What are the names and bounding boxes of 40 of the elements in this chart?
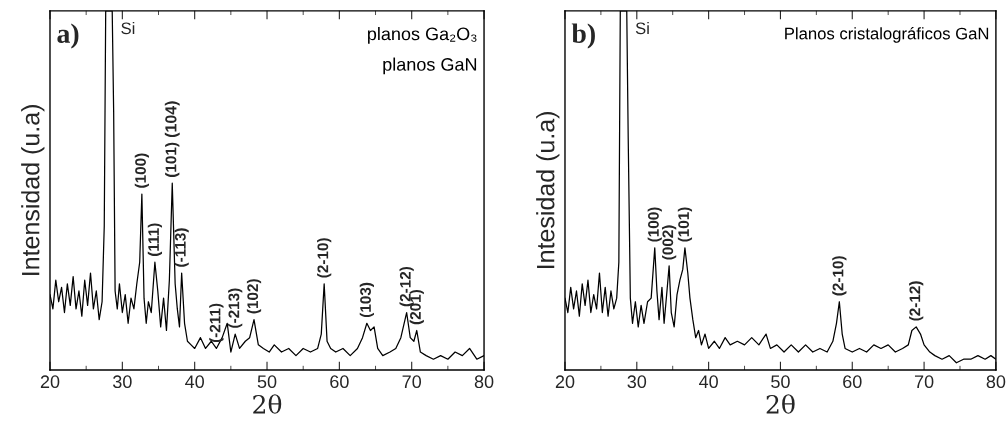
- x-tick-label: 50: [771, 375, 790, 389]
- y-axis-title: Intensidad (u.a): [21, 105, 45, 275]
- annotation: (100): [134, 153, 149, 188]
- chart-title: b): [571, 23, 595, 49]
- x-tick-label: 80: [474, 375, 494, 389]
- annotation: Si: [121, 21, 135, 35]
- chart-title: a): [57, 23, 79, 49]
- annotation: Si: [635, 21, 649, 35]
- x-tick-label: 50: [257, 375, 277, 389]
- annotation: (101): [165, 142, 180, 177]
- annotation: (-213): [228, 288, 243, 328]
- annotation: (2-12): [909, 281, 924, 321]
- annotation: (002): [662, 225, 677, 260]
- x-tick-label: 80: [986, 375, 1006, 389]
- y-axis-title: Intesidad (u.a): [536, 112, 560, 269]
- x-tick-label: 60: [843, 375, 862, 389]
- x-tick-label: 20: [555, 375, 575, 389]
- annotation: (101): [677, 207, 693, 242]
- x-tick-label: 20: [40, 375, 60, 389]
- x-tick-label: 40: [185, 375, 205, 389]
- annotation: (111): [147, 223, 163, 256]
- annotation: planos GaN: [383, 57, 477, 75]
- annotation: (100): [647, 207, 662, 242]
- annotation: (103): [359, 282, 374, 317]
- annotation: planos Ga₂O₃: [367, 27, 477, 44]
- x-axis-title: 2θ: [253, 394, 282, 414]
- x-tick-label: 40: [699, 375, 718, 389]
- annotation: (2-10): [317, 238, 332, 278]
- annotation: (2-10): [832, 256, 847, 296]
- x-tick-label: 70: [402, 375, 422, 389]
- x-tick-label: 70: [914, 375, 934, 389]
- annotation: Planos cristalográficos GaN: [785, 27, 989, 43]
- annotation: (-113): [174, 228, 189, 267]
- x-tick-label: 30: [112, 375, 132, 389]
- x-tick-label: 60: [330, 375, 349, 389]
- annotation: (-211): [209, 303, 224, 343]
- x-axis-title: 2θ: [766, 394, 795, 414]
- x-tick-label: 30: [627, 375, 647, 389]
- annotation: (102): [246, 279, 262, 314]
- annotation: (104): [164, 101, 180, 138]
